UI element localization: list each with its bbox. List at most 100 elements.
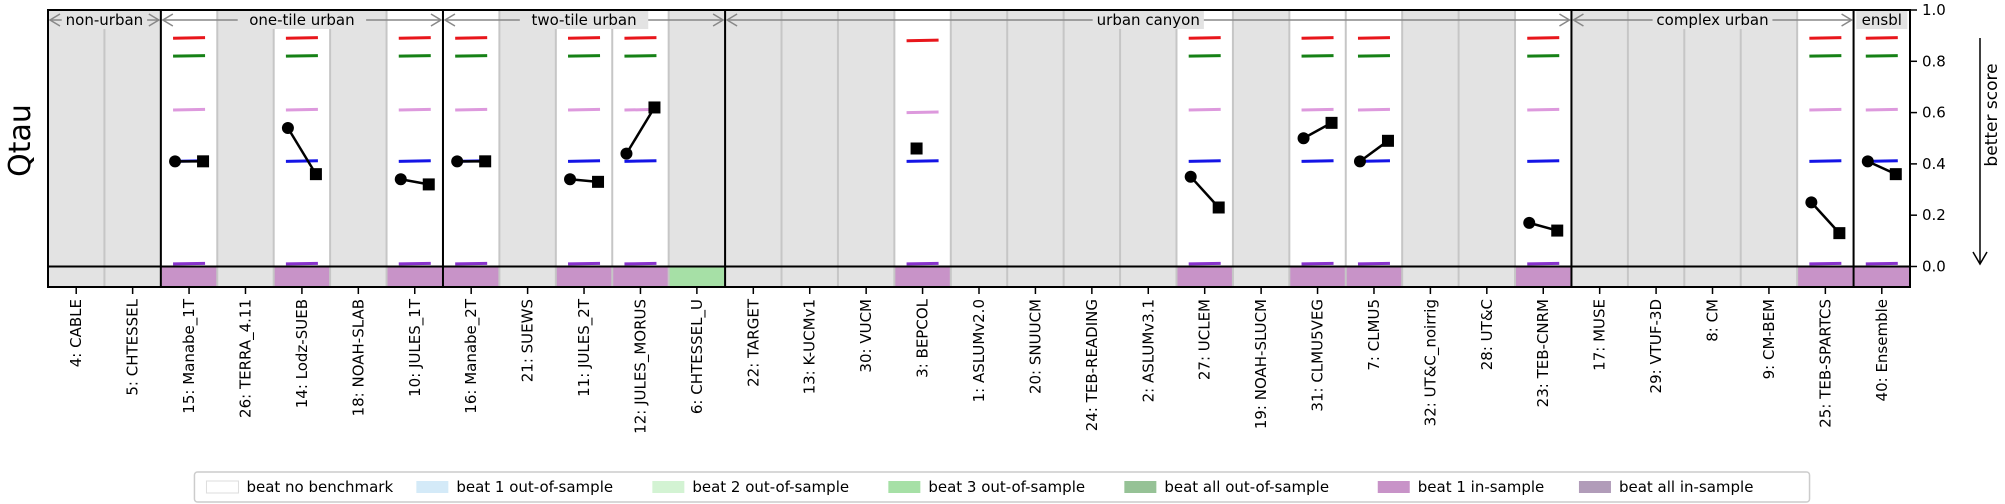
group-label: ensbl: [1862, 11, 1902, 29]
x-tick-label: 5: CHTESSEL: [124, 298, 142, 395]
score-circle-marker: [1297, 132, 1310, 145]
score-circle-marker: [620, 147, 633, 160]
cell-background: [1571, 10, 1628, 267]
group-arrow-left: [48, 13, 61, 27]
benchmark-mark: [624, 261, 657, 266]
x-tick-label: 20: SNUUCM: [1026, 299, 1044, 394]
benchmark-mark: [1357, 36, 1390, 40]
group-label-background: [519, 9, 649, 29]
y-tick-label: 0.0: [1922, 257, 1946, 275]
legend-swatch: [1578, 481, 1611, 493]
cell-background: [950, 10, 1008, 267]
cell-status-strip: [1458, 266, 1516, 287]
benchmark-mark: [1188, 159, 1221, 163]
cell-background: [781, 10, 838, 267]
benchmark-mark: [906, 261, 939, 266]
cell-status-strip: [330, 266, 387, 287]
benchmark-mark: [398, 159, 431, 163]
group-arrow-right: [1559, 13, 1571, 27]
score-square-marker: [422, 178, 435, 191]
score-connector: [286, 127, 317, 175]
x-tick-label: 7: CLMU5: [1365, 299, 1383, 371]
benchmark-mark: [285, 159, 318, 163]
benchmark-mark: [1527, 261, 1560, 266]
benchmark-mark: [1188, 54, 1221, 58]
cell-background: [894, 10, 951, 267]
benchmark-mark: [1865, 54, 1898, 58]
cell-background: [1684, 10, 1741, 267]
group-arrow-right: [712, 13, 725, 27]
x-tick-label: 30: VUCM: [857, 299, 875, 373]
cell-status-strip: [1797, 266, 1854, 287]
score-square-marker: [1212, 201, 1225, 214]
axis-layer: 0.0 0.2 0.4 0.6 0.8 1.0 Qtau better score 4: CAB…: [3, 1, 2002, 434]
x-tick-label: 2: ASLUMv3.1: [1139, 299, 1157, 402]
legend-label: beat all in-sample: [1619, 478, 1754, 496]
x-tick-label: 3: BEPCOL: [914, 298, 932, 377]
x-tick-label: 28: UT&C: [1478, 299, 1496, 370]
score-circle-marker: [564, 173, 577, 186]
benchmark-mark: [1809, 159, 1842, 163]
benchmark-mark: [1865, 36, 1898, 40]
cell-status-strip: [1232, 266, 1290, 287]
benchmark-layer: [173, 36, 1898, 266]
legend-label: beat 2 out-of-sample: [692, 478, 849, 496]
cell-background: [612, 10, 669, 267]
y-tick-label: 0.8: [1922, 52, 1946, 70]
y-tick-label: 1.0: [1922, 1, 1946, 19]
benchmark-mark: [455, 261, 488, 266]
y-axis-label: Qtau: [3, 104, 38, 177]
benchmark-mark: [1301, 54, 1334, 58]
legend-swatch: [416, 481, 449, 493]
cell-background: [837, 10, 895, 267]
legend-swatch: [652, 481, 685, 493]
frame-layer: non-urban one-tile urban two-tile urban urb…: [47, 9, 1911, 288]
cell-status-strip: [1120, 266, 1177, 287]
group-arrow-left: [161, 13, 174, 27]
score-circle-marker: [1523, 216, 1536, 229]
benchmark-mark: [455, 54, 488, 58]
cell-background: [1232, 10, 1290, 267]
benchmark-mark: [1301, 261, 1334, 266]
group-arrow-left: [443, 13, 456, 27]
group-label-background: [1856, 9, 1908, 29]
cell-background: [1007, 10, 1064, 267]
group-label-background: [237, 9, 367, 29]
benchmark-mark: [455, 107, 488, 112]
cell-status-strip: [1402, 266, 1459, 287]
benchmark-mark: [1301, 107, 1334, 112]
score-square-marker: [1551, 224, 1564, 237]
x-tick-label: 11: JULES_2T: [575, 298, 594, 397]
cell-status-strip: [1684, 266, 1741, 287]
benchmark-mark: [173, 36, 206, 40]
cell-background: [1627, 10, 1685, 267]
benchmark-mark: [1301, 36, 1334, 40]
benchmark-mark: [624, 54, 657, 58]
benchmark-mark: [1357, 107, 1390, 112]
cell-background: [442, 10, 500, 267]
benchmark-mark: [1809, 54, 1842, 58]
cell-status-strip: [1853, 266, 1910, 287]
benchmark-mark: [285, 54, 318, 58]
benchmark-mark: [1301, 159, 1334, 163]
x-tick-label: 15: Manabe_1T: [180, 298, 199, 414]
cell-status-strip: [950, 266, 1008, 287]
plot-background-layer: [48, 10, 1910, 287]
x-tick-label: 18: NOAH-SLAB: [349, 299, 367, 416]
cell-status-strip: [837, 266, 895, 287]
cell-status-strip: [499, 266, 556, 287]
cell-status-strip: [612, 266, 669, 287]
legend-label: beat 1 out-of-sample: [456, 478, 613, 496]
group-label-background: [61, 9, 148, 29]
legend: beat no benchmark beat 1 out-of-sample bea…: [193, 471, 1811, 503]
score-circle-marker: [1805, 196, 1818, 209]
x-tick-label: 32: UT&C_noirrig: [1421, 299, 1440, 426]
score-square-marker: [479, 155, 492, 168]
cell-status-strip: [1176, 266, 1233, 287]
cell-background: [1402, 10, 1459, 267]
score-circle-marker: [169, 155, 182, 168]
x-tick-label: 21: SUEWS: [519, 299, 537, 382]
cell-background: [725, 10, 782, 267]
group-label: non-urban: [66, 11, 144, 29]
benchmark-mark: [173, 261, 206, 266]
